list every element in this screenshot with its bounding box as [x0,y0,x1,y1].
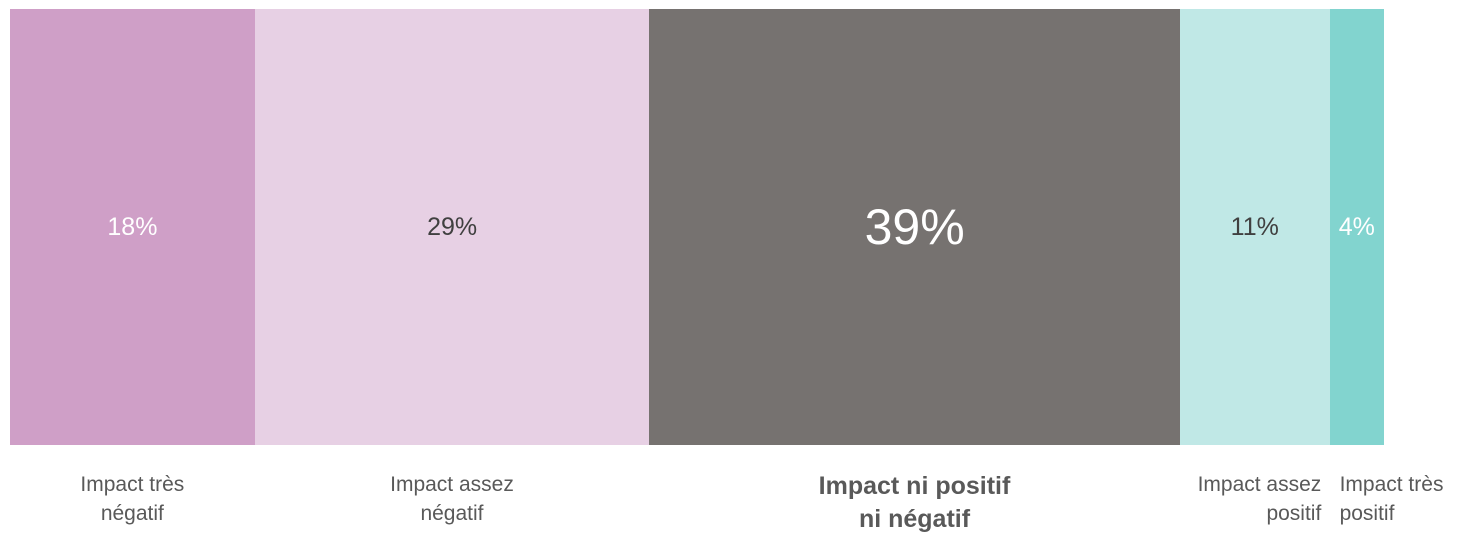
category-label-line: positif [1339,502,1395,525]
bar-segment-impact-tr-s-n-gatif: 18% [10,9,256,445]
bar-segment-impact-ni-positif-ni-n-gatif: 39% [649,9,1181,445]
category-label-line: négatif [420,502,484,525]
category-label-impact-tr-s-positif: Impact très positif [1340,470,1444,528]
value-label-impact-tr-s-n-gatif: 18% [107,212,158,241]
category-label-impact-assez-positif: Impact assez positif [1198,470,1322,528]
category-label-line: Impact très [80,473,185,496]
value-label-impact-ni-positif-ni-n-gatif: 39% [864,199,965,255]
category-label-line: Impact très [1339,473,1444,496]
bar-segment-impact-assez-n-gatif: 29% [254,9,650,445]
category-label-line: positif [1266,502,1322,525]
value-label-impact-assez-positif: 11% [1230,212,1279,241]
category-label-line: ni négatif [858,505,971,533]
bar-segment-impact-tr-s-positif: 4% [1329,9,1385,445]
category-label-line: Impact ni positif [818,472,1011,500]
category-label-impact-ni-positif-ni-n-gatif: Impact ni positif ni négatif [819,470,1011,536]
bar-segment-impact-assez-positif: 11% [1179,9,1331,445]
category-label-line: Impact assez [1197,473,1322,496]
category-label-line: Impact assez [390,473,514,496]
category-label-impact-tr-s-n-gatif: Impact très négatif [80,470,184,528]
category-label-impact-assez-n-gatif: Impact assez négatif [390,470,514,528]
category-label-line: négatif [100,502,164,525]
value-label-impact-assez-n-gatif: 29% [427,212,478,241]
value-label-impact-tr-s-positif: 4% [1338,212,1375,241]
